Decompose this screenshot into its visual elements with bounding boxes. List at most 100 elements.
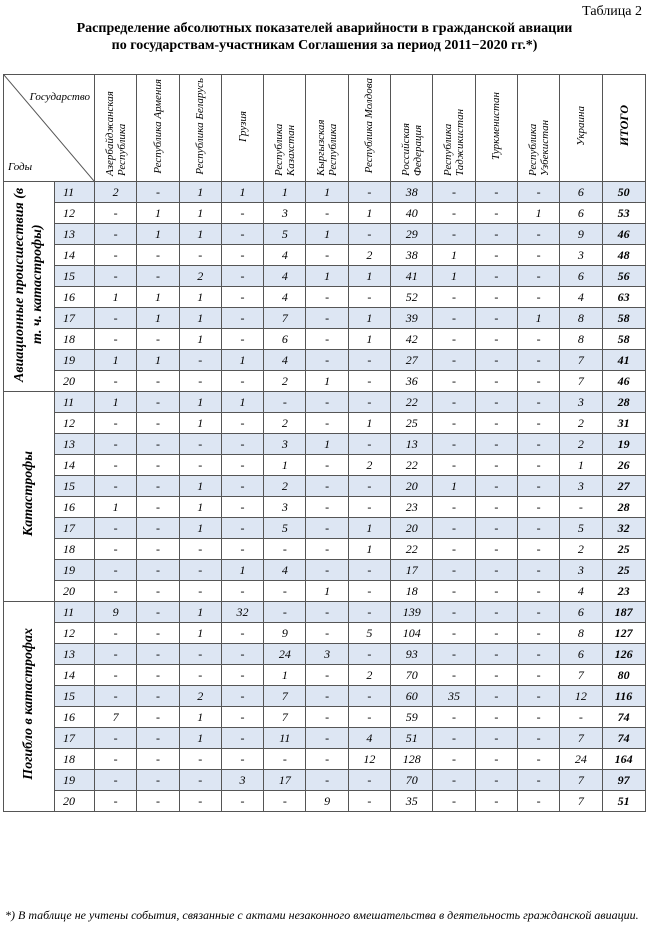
- value-cell: -: [178, 433, 222, 455]
- value-cell: 8: [559, 622, 603, 644]
- column-header-label: Азербайджанская Республика: [103, 91, 128, 176]
- value-cell: 1: [263, 181, 307, 203]
- value-cell: 35: [432, 685, 476, 707]
- table-title: Распределение абсолютных показателей ава…: [0, 20, 649, 54]
- value-cell: -: [136, 643, 180, 665]
- value-cell: -: [136, 538, 180, 560]
- value-cell: 3: [220, 769, 265, 791]
- value-cell: 1: [136, 286, 180, 308]
- value-cell: 2: [263, 475, 307, 497]
- value-cell: -: [93, 790, 138, 812]
- table-row: Погибло в катастрофах 11 9-1 32- - -139- - -6 18…: [3, 601, 646, 812]
- table-row: 13-1 1-5 1-29- - -9 46: [4, 223, 646, 245]
- value-cell: -: [263, 790, 307, 812]
- value-cell: 39: [390, 307, 434, 329]
- total-cell: 41: [601, 349, 646, 371]
- total-cell: 28: [601, 496, 646, 518]
- value-cell: 4: [263, 244, 307, 266]
- value-cell: -: [474, 769, 518, 791]
- value-cell: -: [432, 790, 476, 812]
- value-cell: -: [136, 475, 180, 497]
- value-cell: 1: [305, 181, 349, 203]
- value-cell: -: [305, 622, 349, 644]
- value-cell: 1: [263, 664, 307, 686]
- value-cell: 1: [178, 286, 222, 308]
- value-cell: 9: [93, 601, 138, 623]
- column-header: Российская Федерация: [390, 74, 434, 182]
- total-cell: 56: [601, 265, 646, 287]
- value-cell: -: [136, 517, 180, 539]
- corner-state-label: Государство: [29, 91, 90, 103]
- value-cell: -: [516, 685, 561, 707]
- value-cell: -: [432, 307, 476, 329]
- value-cell: -: [516, 769, 561, 791]
- table-row: Авиационные происшествия (в т. ч. катаст…: [3, 181, 646, 392]
- value-cell: 40: [390, 202, 434, 224]
- value-cell: -: [432, 748, 476, 770]
- column-header: Туркменистан: [474, 74, 518, 182]
- value-cell: 59: [390, 706, 434, 728]
- value-cell: -: [220, 517, 265, 539]
- value-cell: 17: [263, 769, 307, 791]
- value-cell: 60: [390, 685, 434, 707]
- value-cell: -: [93, 517, 138, 539]
- total-cell: 80: [601, 664, 646, 686]
- value-cell: 1: [347, 538, 392, 560]
- total-cell: 31: [601, 412, 646, 434]
- value-cell: 1: [305, 265, 349, 287]
- value-cell: -: [93, 559, 138, 581]
- value-cell: -: [516, 244, 561, 266]
- value-cell: -: [432, 559, 476, 581]
- value-cell: -: [136, 601, 180, 623]
- value-cell: 27: [390, 349, 434, 371]
- value-cell: -: [516, 727, 561, 749]
- value-cell: -: [559, 496, 603, 518]
- value-cell: 4: [347, 727, 392, 749]
- value-cell: -: [220, 475, 265, 497]
- table-row: 15- -2-4 1 1 41 1- -6 56: [4, 265, 646, 287]
- value-cell: -: [516, 601, 561, 623]
- value-cell: -: [516, 286, 561, 308]
- table-row: 14- - - -1-2 70- - -7 80: [4, 664, 646, 686]
- value-cell: 1: [347, 328, 392, 350]
- column-header: Азербайджанская Республика: [93, 74, 138, 182]
- year-cell: 14: [54, 244, 95, 266]
- table-row: 16 1 1 1-4- -52- - -4 63: [4, 286, 646, 308]
- value-cell: -: [220, 622, 265, 644]
- title-line-2: по государствам-участникам Соглашения за…: [111, 38, 538, 53]
- value-cell: -: [432, 580, 476, 602]
- column-header: Республика Узбекистан: [516, 74, 561, 182]
- total-cell: 126: [601, 643, 646, 665]
- value-cell: -: [136, 265, 180, 287]
- value-cell: 2: [263, 370, 307, 392]
- value-cell: 1: [178, 181, 222, 203]
- value-cell: -: [263, 601, 307, 623]
- value-cell: 5: [347, 622, 392, 644]
- total-cell: 116: [601, 685, 646, 707]
- value-cell: -: [93, 643, 138, 665]
- value-cell: -: [474, 454, 518, 476]
- value-cell: -: [305, 706, 349, 728]
- value-cell: 1: [516, 307, 561, 329]
- column-header-label: Республика Таджикистан: [442, 108, 467, 176]
- value-cell: 70: [390, 664, 434, 686]
- value-cell: -: [432, 664, 476, 686]
- value-cell: 20: [390, 517, 434, 539]
- total-cell: 58: [601, 307, 646, 329]
- year-cell: 16: [54, 706, 95, 728]
- value-cell: 6: [263, 328, 307, 350]
- table-row: 17- -1-5-1 20- - -5 32: [4, 517, 646, 539]
- value-cell: -: [432, 769, 476, 791]
- value-cell: -: [263, 748, 307, 770]
- year-cell: 16: [54, 496, 95, 518]
- value-cell: -: [347, 181, 392, 203]
- value-cell: -: [93, 244, 138, 266]
- total-cell: 46: [601, 223, 646, 245]
- value-cell: -: [93, 412, 138, 434]
- value-cell: -: [136, 328, 180, 350]
- value-cell: -: [432, 433, 476, 455]
- value-cell: -: [474, 580, 518, 602]
- value-cell: 1: [178, 517, 222, 539]
- value-cell: -: [220, 685, 265, 707]
- year-cell: 15: [54, 265, 95, 287]
